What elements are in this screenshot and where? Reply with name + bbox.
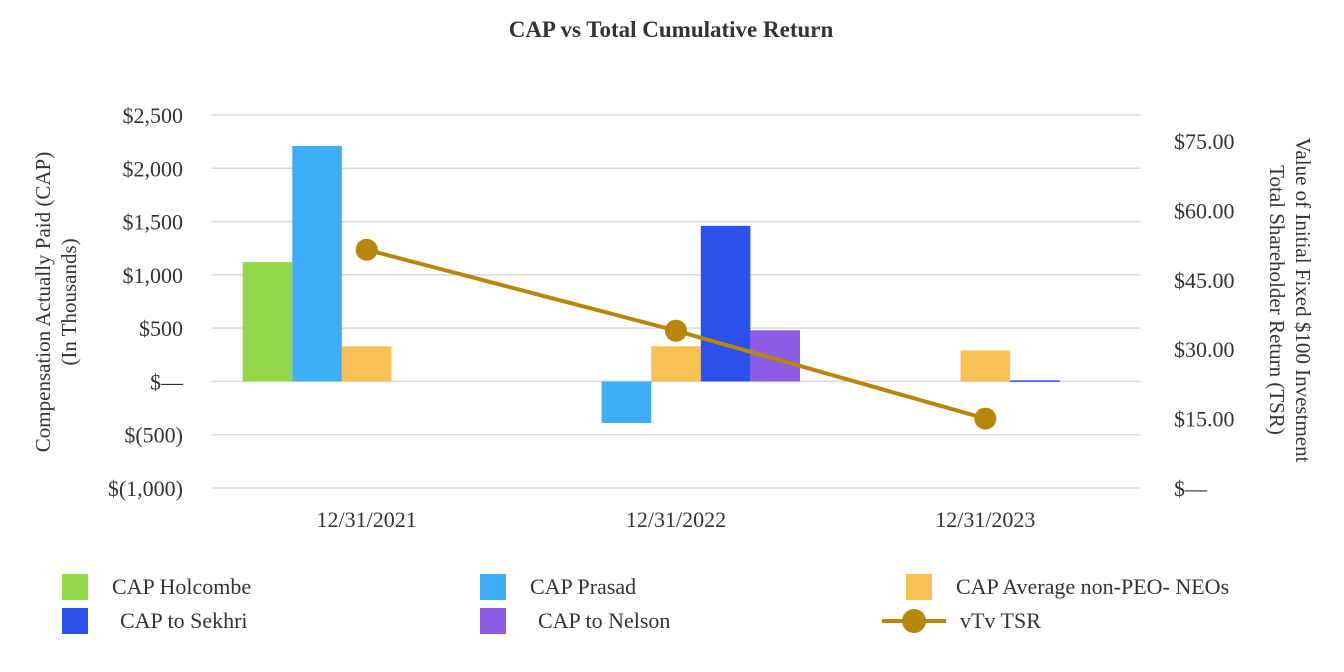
- y2-tick-label: $75.00: [1174, 129, 1235, 154]
- x-tick-label: 12/31/2023: [935, 507, 1035, 532]
- tsr-point-2: [974, 407, 997, 430]
- y2-tick-label: $30.00: [1174, 337, 1235, 362]
- tsr-line: [355, 238, 997, 430]
- gridlines: [212, 114, 1140, 489]
- bar-cap-to-sekhri-2: [1010, 380, 1060, 382]
- legend-swatch-holcombe: [62, 574, 88, 600]
- y-tick-label: $1,500: [123, 210, 184, 235]
- legend-label-prasad: CAP Prasad: [530, 574, 637, 599]
- x-tick-label: 12/31/2021: [317, 507, 417, 532]
- y2-tick-label: $—: [1174, 476, 1208, 501]
- y2-tick-label: $15.00: [1174, 407, 1235, 432]
- cap-vs-tsr-chart: CAP vs Total Cumulative Return $(1,000)$…: [31, 17, 1315, 532]
- legend-swatch-prasad: [480, 574, 506, 600]
- right-axis-title-line2: Total Shareholder Return (TSR): [1265, 165, 1289, 435]
- right-axis-title-line1: Value of Initial Fixed $100 Investment: [1291, 138, 1315, 463]
- y-tick-label: $2,000: [123, 156, 184, 181]
- bar-cap-prasad-0: [292, 145, 342, 382]
- legend-item-nelson: CAP to Nelson: [480, 608, 670, 634]
- bar-cap-prasad-1: [601, 381, 652, 423]
- legend-item-sekhri: CAP to Sekhri: [62, 608, 248, 634]
- right-axis-ticks: $— $15.00 $30.00 $45.00 $60.00 $75.00: [1174, 129, 1235, 501]
- legend-swatch-avg-neo: [906, 574, 932, 600]
- tsr-point-0: [355, 238, 378, 261]
- legend-swatch-nelson: [480, 608, 506, 634]
- bar-cap-to-sekhri-1: [700, 225, 751, 382]
- bars: [242, 145, 1060, 423]
- legend: CAP Holcombe CAP Prasad CAP Average non-…: [0, 570, 1344, 660]
- y2-tick-label: $60.00: [1174, 198, 1235, 223]
- chart-title: CAP vs Total Cumulative Return: [509, 17, 834, 42]
- y-tick-label: $2,500: [123, 103, 184, 128]
- bar-cap-average-non-peo-neos-0: [341, 346, 392, 382]
- legend-swatch-sekhri: [62, 608, 88, 634]
- legend-label-sekhri: CAP to Sekhri: [120, 608, 248, 633]
- legend-item-prasad: CAP Prasad: [480, 574, 636, 600]
- y-tick-label: $500: [139, 316, 183, 341]
- bar-cap-holcombe-0: [242, 262, 293, 382]
- y-tick-label: $—: [150, 369, 184, 394]
- left-axis-title-line2: (In Thousands): [57, 238, 81, 365]
- legend-label-holcombe: CAP Holcombe: [112, 574, 252, 599]
- legend-label-nelson: CAP to Nelson: [538, 608, 671, 633]
- x-tick-label: 12/31/2022: [626, 507, 726, 532]
- y2-tick-label: $45.00: [1174, 268, 1235, 293]
- legend-item-tsr: vTv TSR: [882, 608, 1041, 634]
- legend-swatch-tsr: [882, 608, 946, 634]
- legend-label-tsr: vTv TSR: [960, 608, 1041, 633]
- left-axis-ticks: $(1,000) $(500) $— $500 $1,000 $1,500 $2,000 $2…: [108, 103, 184, 501]
- y-tick-label: $(500): [124, 423, 183, 448]
- bar-cap-average-non-peo-neos-2: [960, 350, 1011, 382]
- y-tick-label: $(1,000): [108, 476, 183, 501]
- bar-cap-average-non-peo-neos-1: [651, 346, 701, 382]
- x-axis-ticks: 12/31/2021 12/31/2022 12/31/2023: [317, 507, 1036, 532]
- legend-item-avg-neo: CAP Average non-PEO- NEOs: [906, 574, 1229, 600]
- left-axis-title-line1: Compensation Actually Paid (CAP): [31, 152, 55, 452]
- legend-item-holcombe: CAP Holcombe: [62, 574, 251, 600]
- tsr-point-1: [665, 319, 687, 342]
- legend-label-avg-neo: CAP Average non-PEO- NEOs: [956, 574, 1230, 599]
- y-tick-label: $1,000: [123, 263, 184, 288]
